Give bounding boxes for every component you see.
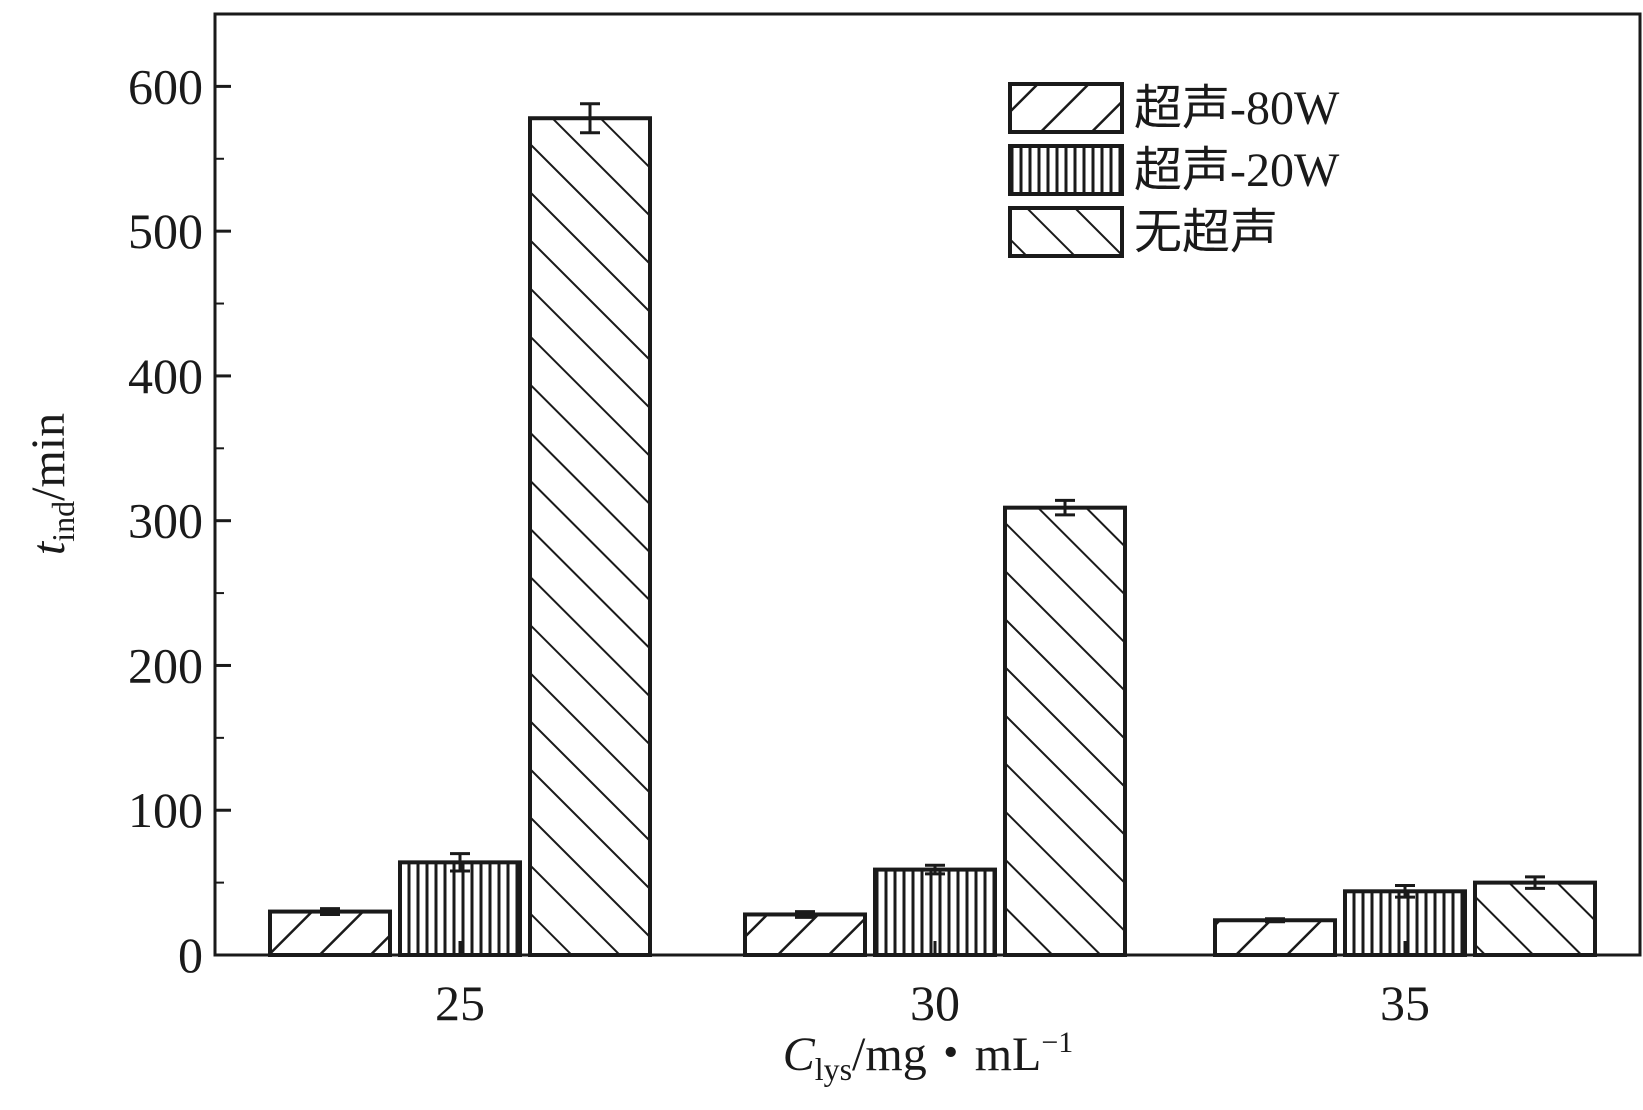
x-axis-title-unit: /mg・mL xyxy=(852,1028,1041,1081)
y-tick-label-0: 0 xyxy=(178,927,203,983)
error-bar-diagonal-down-25 xyxy=(580,102,600,135)
bar-diagonal-up-25 xyxy=(268,909,392,957)
svg-text:Clys/mg・mL−1: Clys/mg・mL−1 xyxy=(783,1026,1074,1087)
x-axis-title: Clys/mg・mL−1 xyxy=(783,1026,1074,1087)
bar-diagonal-up-35 xyxy=(1213,918,1337,957)
legend-item-diagonal-up: 超声-80W xyxy=(1008,82,1340,135)
error-bar-vertical-35 xyxy=(1395,884,1415,899)
bars-layer xyxy=(268,116,1597,958)
error-bar-vertical-25 xyxy=(450,852,470,873)
error-bar-diagonal-up-30 xyxy=(795,910,815,919)
legend: 超声-80W 超声-20W 无超声 xyxy=(1008,82,1340,259)
x-tick-label-25: 25 xyxy=(435,975,485,1031)
y-axis: 0 100 200 300 400 500 600 xyxy=(128,58,231,983)
x-axis-title-main: C xyxy=(783,1028,816,1081)
x-axis-title-sup: −1 xyxy=(1041,1026,1073,1059)
svg-text:tind/min: tind/min xyxy=(22,413,81,555)
legend-label-vertical: 超声-20W xyxy=(1134,144,1340,197)
plot-frame xyxy=(213,12,1642,957)
x-axis-title-sub: lys xyxy=(815,1051,852,1087)
error-bar-vertical-30 xyxy=(925,863,945,876)
legend-swatch-diagonal-up xyxy=(1008,82,1124,134)
error-bars-layer xyxy=(320,102,1545,924)
y-axis-title: tind/min xyxy=(22,413,81,555)
y-axis-title-sub: ind xyxy=(45,501,81,542)
x-axis: 25 30 35 xyxy=(435,941,1430,1031)
y-tick-label-300: 300 xyxy=(128,493,203,549)
y-tick-label-600: 600 xyxy=(128,58,203,114)
bar-diagonal-up-30 xyxy=(743,912,867,957)
bar-diagonal-down-25 xyxy=(528,116,652,958)
x-tick-label-30: 30 xyxy=(910,975,960,1031)
legend-item-vertical: 超声-20W xyxy=(1008,144,1340,197)
legend-swatch-diagonal-down xyxy=(1008,206,1124,258)
y-tick-label-400: 400 xyxy=(128,348,203,404)
y-tick-label-500: 500 xyxy=(128,203,203,259)
legend-item-diagonal-down: 无超声 xyxy=(1008,206,1278,259)
bar-diagonal-down-30 xyxy=(1003,505,1127,957)
legend-swatch-vertical xyxy=(1008,144,1124,196)
y-tick-label-200: 200 xyxy=(128,637,203,693)
error-bar-diagonal-up-25 xyxy=(320,907,340,916)
y-axis-title-unit: /min xyxy=(22,413,75,501)
legend-label-diagonal-down: 无超声 xyxy=(1134,206,1278,259)
bar-diagonal-down-35 xyxy=(1473,880,1597,957)
y-tick-label-100: 100 xyxy=(128,782,203,838)
error-bar-diagonal-down-30 xyxy=(1055,498,1075,517)
y-axis-title-main: t xyxy=(22,540,75,555)
error-bar-diagonal-down-35 xyxy=(1525,875,1545,890)
error-bar-diagonal-up-35 xyxy=(1265,917,1285,924)
x-tick-label-35: 35 xyxy=(1380,975,1430,1031)
legend-label-diagonal-up: 超声-80W xyxy=(1134,82,1340,135)
